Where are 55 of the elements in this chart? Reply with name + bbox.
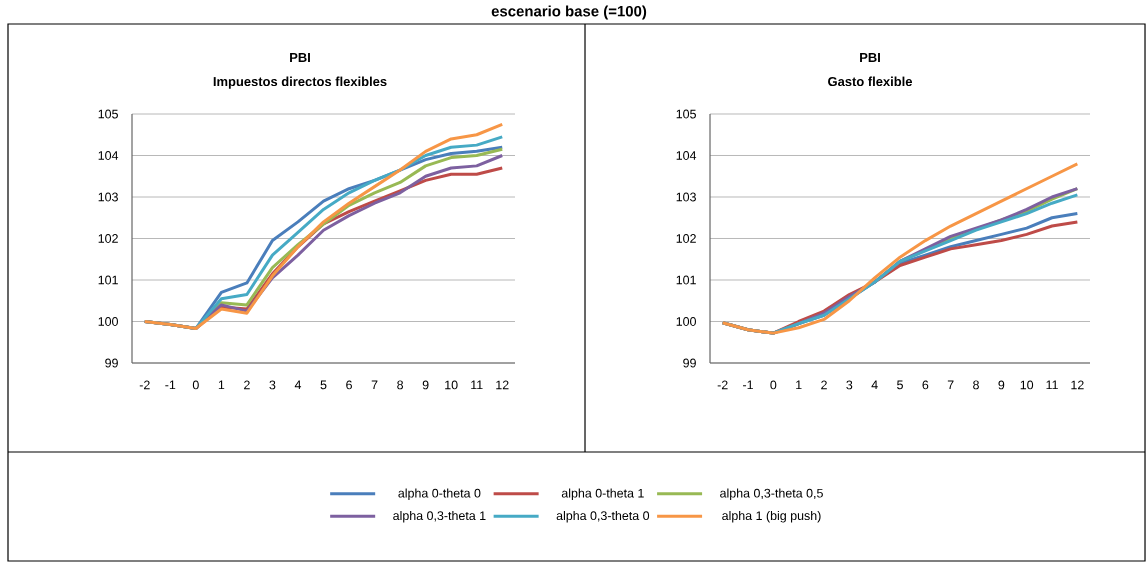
y-tick-label: 99 bbox=[683, 358, 696, 368]
y-tick-label: 100 bbox=[676, 317, 696, 326]
x-tick-label: 9 bbox=[422, 380, 429, 390]
text: escenario base (=100) bbox=[491, 5, 647, 20]
x-tick-label: 6 bbox=[346, 380, 352, 390]
x-tick-label: 5 bbox=[320, 380, 327, 390]
x-tick-label: 10 bbox=[445, 380, 458, 390]
y-tick-label: 104 bbox=[676, 151, 697, 160]
x-tick-label: 0 bbox=[770, 380, 777, 390]
x-tick-label: -2 bbox=[717, 380, 728, 390]
x-tick-label: -2 bbox=[139, 380, 150, 390]
y-tick-label: 105 bbox=[98, 109, 118, 119]
x-tick-label: 8 bbox=[973, 380, 979, 390]
legend-label: alpha 0-theta 1 bbox=[561, 488, 644, 501]
x-tick-label: 2 bbox=[821, 380, 827, 390]
x-tick-label: 9 bbox=[998, 380, 1005, 390]
x-tick-label: 11 bbox=[471, 380, 483, 390]
x-tick-label: -1 bbox=[743, 380, 753, 390]
x-tick-label: 12 bbox=[1071, 380, 1084, 390]
y-tick-label: 99 bbox=[105, 358, 118, 368]
legend-label: alpha 1 (big push) bbox=[722, 510, 821, 523]
x-tick-label: 3 bbox=[269, 380, 276, 390]
x-tick-label: 7 bbox=[371, 380, 378, 390]
x-tick-label: 4 bbox=[871, 380, 878, 390]
y-tick-label: 103 bbox=[676, 192, 696, 202]
y-tick-label: 105 bbox=[676, 109, 696, 119]
x-tick-label: 12 bbox=[496, 380, 509, 390]
y-tick-label: 100 bbox=[98, 317, 118, 326]
chart-title: PBI bbox=[860, 53, 880, 62]
chart-subtitle: Gasto flexible bbox=[828, 76, 913, 87]
x-tick-label: 3 bbox=[846, 380, 853, 390]
x-tick-label: 4 bbox=[294, 380, 302, 390]
x-tick-label: 1 bbox=[796, 380, 802, 390]
x-tick-label: 6 bbox=[922, 380, 929, 390]
x-tick-label: 7 bbox=[947, 380, 954, 390]
x-tick-label: 11 bbox=[1046, 380, 1058, 390]
y-tick-label: 102 bbox=[676, 234, 696, 243]
x-tick-label: 2 bbox=[244, 380, 250, 390]
legend-label: alpha 0-theta 0 bbox=[398, 488, 481, 501]
chart-title: PBI bbox=[290, 53, 310, 62]
legend-label: alpha 0,3-theta 0 bbox=[556, 510, 650, 523]
x-tick-label: 1 bbox=[218, 380, 225, 390]
x-tick-label: 5 bbox=[897, 380, 903, 390]
y-tick-label: 101 bbox=[98, 275, 118, 285]
x-tick-label: 10 bbox=[1020, 380, 1034, 390]
y-tick-label: 104 bbox=[98, 151, 119, 160]
y-tick-label: 102 bbox=[98, 234, 118, 243]
x-tick-label: 8 bbox=[397, 380, 404, 390]
x-tick-label: 0 bbox=[192, 380, 199, 390]
legend-label: alpha 0,3-theta 1 bbox=[393, 510, 486, 523]
legend-label: alpha 0,3-theta 0,5 bbox=[720, 488, 823, 501]
y-tick-label: 101 bbox=[676, 275, 696, 285]
chart-subtitle: Impuestos directos flexibles bbox=[213, 76, 387, 89]
y-tick-label: 103 bbox=[98, 192, 118, 202]
x-tick-label: -1 bbox=[165, 380, 176, 390]
